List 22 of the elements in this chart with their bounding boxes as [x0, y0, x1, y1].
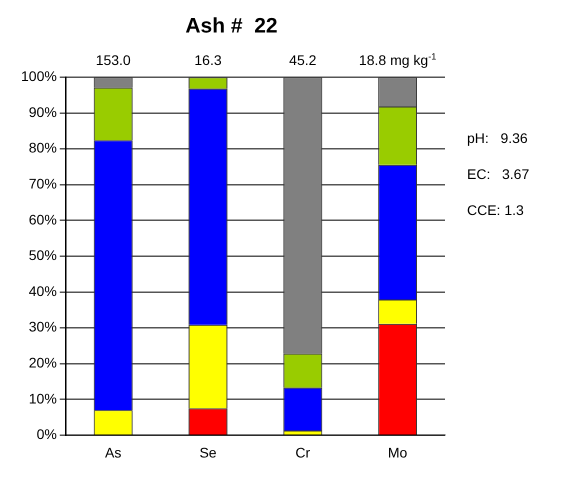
y-tick-label: 10%	[28, 390, 57, 406]
x-tick-label: Mo	[388, 444, 408, 460]
text: 153.0	[96, 52, 131, 68]
y-tick-label: 0%	[36, 426, 57, 442]
text: EC: 3.67	[467, 166, 530, 182]
y-tick-label: 80%	[28, 140, 57, 156]
chart-title: Ash # 22	[185, 14, 278, 38]
text: pH: 9.36	[467, 130, 528, 146]
x-tick-label: Cr	[295, 444, 311, 460]
y-tick-label: 60%	[28, 211, 57, 228]
x-tick-label: As	[105, 444, 122, 460]
text: 45.2	[289, 52, 317, 68]
y-tick-label: 70%	[28, 175, 57, 192]
y-tick-label: 20%	[28, 354, 57, 370]
text: 16.3	[194, 52, 222, 68]
x-tick-label: Se	[199, 444, 217, 460]
y-tick-label: 40%	[28, 282, 57, 299]
y-tick-label: 30%	[28, 318, 57, 335]
y-tick-label: 100%	[20, 68, 57, 84]
y-tick-label: 50%	[28, 247, 57, 264]
y-tick-label: 90%	[28, 104, 57, 120]
text: CCE: 1.3	[467, 202, 524, 218]
